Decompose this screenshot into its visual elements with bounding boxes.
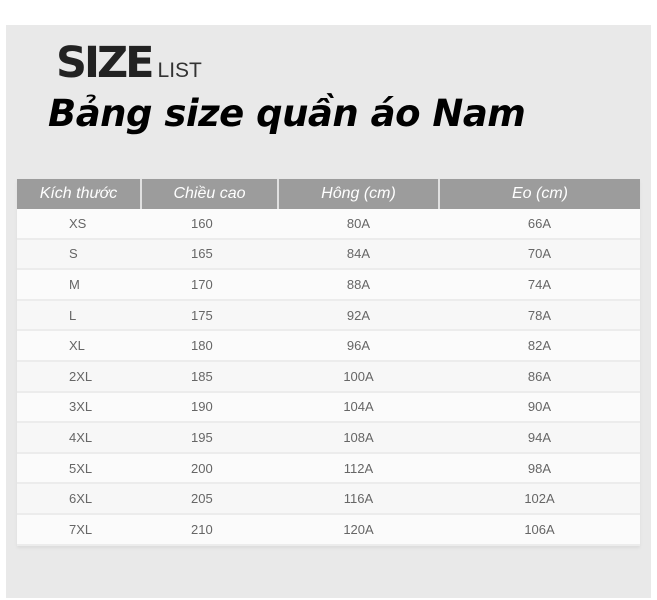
table-cell: 70A bbox=[439, 238, 640, 271]
table-cell: 7XL bbox=[17, 513, 141, 546]
table-cell: 3XL bbox=[17, 391, 141, 424]
table-cell: XS bbox=[17, 209, 141, 240]
table-row: 4XL 195 108A 94A bbox=[17, 422, 640, 454]
table-row: M 170 88A 74A bbox=[17, 269, 640, 301]
table-row: 7XL 210 120A 106A bbox=[17, 513, 640, 546]
table-row: L 175 92A 78A bbox=[17, 299, 640, 332]
table-cell: 200 bbox=[141, 452, 278, 485]
table-cell: 86A bbox=[439, 360, 640, 393]
table-cell: XL bbox=[17, 330, 141, 362]
table-cell: 80A bbox=[278, 209, 439, 240]
table-cell: 160 bbox=[141, 209, 278, 240]
table-cell: 4XL bbox=[17, 422, 141, 454]
table-cell: 98A bbox=[439, 452, 640, 485]
table-cell: 170 bbox=[141, 269, 278, 301]
table-cell: 175 bbox=[141, 299, 278, 332]
table-cell: 180 bbox=[141, 330, 278, 362]
table-row: 2XL 185 100A 86A bbox=[17, 360, 640, 393]
table-row: 5XL 200 112A 98A bbox=[17, 452, 640, 485]
table-cell: 100A bbox=[278, 360, 439, 393]
brand-heading: SIZE LIST bbox=[56, 38, 202, 88]
table-cell: 190 bbox=[141, 391, 278, 424]
page-title: Bảng size quần áo Nam bbox=[48, 92, 526, 135]
table-cell: 66A bbox=[439, 209, 640, 240]
table-cell: 120A bbox=[278, 513, 439, 546]
table-cell: 102A bbox=[439, 483, 640, 515]
column-header: Hông (cm) bbox=[277, 179, 439, 209]
table-row: S 165 84A 70A bbox=[17, 238, 640, 271]
column-header: Chiều cao bbox=[140, 179, 278, 209]
table-row: 3XL 190 104A 90A bbox=[17, 391, 640, 424]
table-row: XS 160 80A 66A bbox=[17, 209, 640, 240]
table-cell: S bbox=[17, 238, 141, 271]
column-header: Eo (cm) bbox=[438, 179, 640, 209]
brand-size-text: SIZE bbox=[56, 38, 155, 88]
table-header-row: Kích thước Chiều cao Hông (cm) Eo (cm) bbox=[17, 179, 640, 209]
table-cell: L bbox=[17, 299, 141, 332]
table-cell: 84A bbox=[278, 238, 439, 271]
table-cell: 78A bbox=[439, 299, 640, 332]
table-cell: 104A bbox=[278, 391, 439, 424]
table-cell: 210 bbox=[141, 513, 278, 546]
table-cell: 88A bbox=[278, 269, 439, 301]
table-cell: 205 bbox=[141, 483, 278, 515]
brand-list-text: LIST bbox=[157, 59, 202, 82]
table-cell: 92A bbox=[278, 299, 439, 332]
table-cell: 2XL bbox=[17, 360, 141, 393]
table-row: 6XL 205 116A 102A bbox=[17, 483, 640, 515]
table-cell: 116A bbox=[278, 483, 439, 515]
table-cell: 94A bbox=[439, 422, 640, 454]
table-cell: M bbox=[17, 269, 141, 301]
table-cell: 106A bbox=[439, 513, 640, 546]
table-cell: 96A bbox=[278, 330, 439, 362]
table-cell: 112A bbox=[278, 452, 439, 485]
table-cell: 185 bbox=[141, 360, 278, 393]
table-cell: 6XL bbox=[17, 483, 141, 515]
table-cell: 74A bbox=[439, 269, 640, 301]
column-header: Kích thước bbox=[17, 179, 141, 209]
table-cell: 195 bbox=[141, 422, 278, 454]
table-row: XL 180 96A 82A bbox=[17, 330, 640, 362]
size-table: Kích thước Chiều cao Hông (cm) Eo (cm) XS 16… bbox=[17, 179, 640, 546]
table-cell: 165 bbox=[141, 238, 278, 271]
table-cell: 108A bbox=[278, 422, 439, 454]
table-cell: 5XL bbox=[17, 452, 141, 485]
table-cell: 82A bbox=[439, 330, 640, 362]
table-cell: 90A bbox=[439, 391, 640, 424]
